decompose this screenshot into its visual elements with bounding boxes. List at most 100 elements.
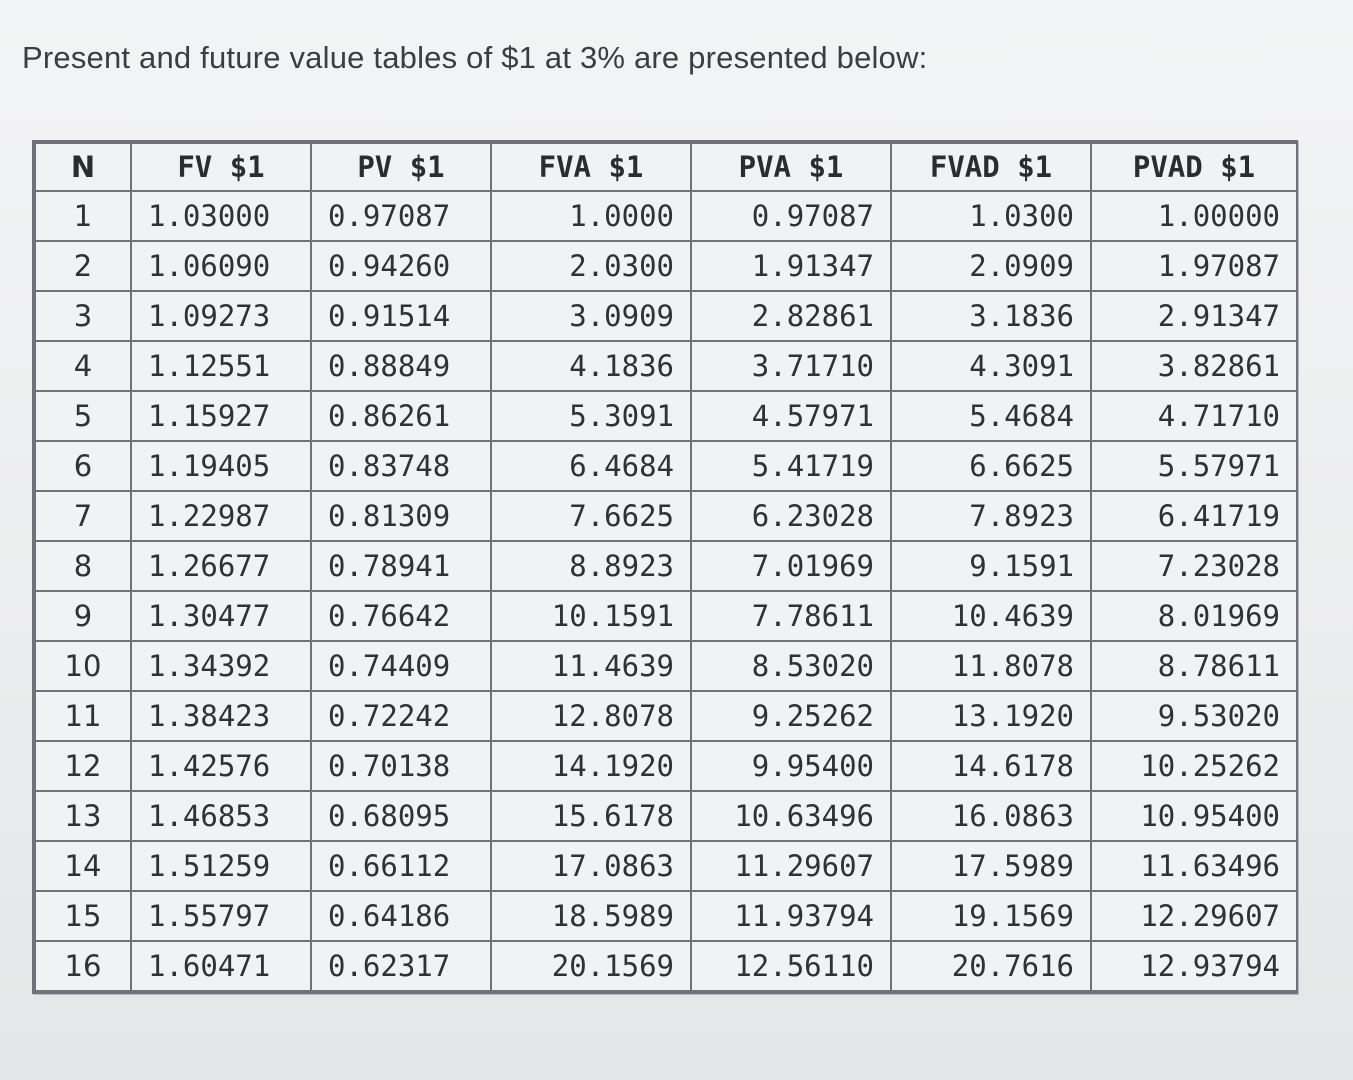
cell-pv: 0.70138: [310, 740, 492, 792]
cell-pvad: 3.82861: [1090, 340, 1298, 392]
cell-n: 9: [34, 590, 132, 642]
cell-pva: 11.93794: [690, 890, 892, 942]
cell-pva: 11.29607: [690, 840, 892, 892]
intro-text: Present and future value tables of $1 at…: [22, 40, 928, 75]
cell-fv: 1.09273: [130, 290, 312, 342]
cell-pv: 0.74409: [310, 640, 492, 692]
cell-pvad: 12.93794: [1090, 940, 1298, 992]
table-row: 13 1.46853 0.68095 15.6178 10.63496 16.0863 10…: [34, 790, 1298, 842]
table-row: 7 1.22987 0.81309 7.6625 6.23028 7.8923 6.4171…: [34, 490, 1298, 542]
cell-fvad: 17.5989: [890, 840, 1092, 892]
cell-pva: 1.91347: [690, 240, 892, 292]
table-row: 5 1.15927 0.86261 5.3091 4.57971 5.4684 4.7171…: [34, 390, 1298, 442]
header-pv: PV $1: [310, 142, 492, 192]
cell-pva: 6.23028: [690, 490, 892, 542]
cell-pvad: 10.95400: [1090, 790, 1298, 842]
cell-pvad: 8.78611: [1090, 640, 1298, 692]
cell-fva: 3.0909: [490, 290, 692, 342]
cell-n: 8: [34, 540, 132, 592]
value-table-container: N FV $1 PV $1 FVA $1 PVA $1 FVAD $1 PVAD…: [32, 140, 1298, 994]
cell-fvad: 5.4684: [890, 390, 1092, 442]
cell-pvad: 9.53020: [1090, 690, 1298, 742]
cell-fvad: 20.7616: [890, 940, 1092, 992]
cell-pv: 0.64186: [310, 890, 492, 942]
table-row: 1 1.03000 0.97087 1.0000 0.97087 1.0300 1.0000…: [34, 190, 1298, 242]
cell-fvad: 19.1569: [890, 890, 1092, 942]
cell-pva: 2.82861: [690, 290, 892, 342]
cell-pv: 0.86261: [310, 390, 492, 442]
cell-fva: 20.1569: [490, 940, 692, 992]
header-pva: PVA $1: [690, 142, 892, 192]
cell-pvad: 10.25262: [1090, 740, 1298, 792]
cell-fvad: 13.1920: [890, 690, 1092, 742]
cell-pv: 0.97087: [310, 190, 492, 242]
cell-pva: 7.78611: [690, 590, 892, 642]
cell-pv: 0.76642: [310, 590, 492, 642]
cell-pv: 0.62317: [310, 940, 492, 992]
cell-fva: 4.1836: [490, 340, 692, 392]
cell-pva: 9.25262: [690, 690, 892, 742]
cell-fva: 18.5989: [490, 890, 692, 942]
cell-pva: 7.01969: [690, 540, 892, 592]
cell-fvad: 10.4639: [890, 590, 1092, 642]
cell-pv: 0.81309: [310, 490, 492, 542]
cell-fvad: 4.3091: [890, 340, 1092, 392]
cell-n: 16: [34, 940, 132, 992]
cell-pvad: 7.23028: [1090, 540, 1298, 592]
table-row: 6 1.19405 0.83748 6.4684 5.41719 6.6625 5.5797…: [34, 440, 1298, 492]
cell-fva: 15.6178: [490, 790, 692, 842]
cell-fvad: 14.6178: [890, 740, 1092, 792]
cell-fv: 1.55797: [130, 890, 312, 942]
table-row: 8 1.26677 0.78941 8.8923 7.01969 9.1591 7.2302…: [34, 540, 1298, 592]
cell-pva: 12.56110: [690, 940, 892, 992]
cell-pva: 5.41719: [690, 440, 892, 492]
cell-pv: 0.68095: [310, 790, 492, 842]
cell-fv: 1.60471: [130, 940, 312, 992]
table-row: 16 1.60471 0.62317 20.1569 12.56110 20.7616 12…: [34, 940, 1298, 992]
cell-fv: 1.34392: [130, 640, 312, 692]
cell-n: 5: [34, 390, 132, 442]
cell-pvad: 12.29607: [1090, 890, 1298, 942]
cell-pv: 0.72242: [310, 690, 492, 742]
cell-pvad: 2.91347: [1090, 290, 1298, 342]
table-row: 3 1.09273 0.91514 3.0909 2.82861 3.1836 2.9134…: [34, 290, 1298, 342]
cell-pv: 0.88849: [310, 340, 492, 392]
cell-pvad: 1.97087: [1090, 240, 1298, 292]
present-future-value-table: N FV $1 PV $1 FVA $1 PVA $1 FVAD $1 PVAD…: [34, 142, 1298, 992]
cell-n: 12: [34, 740, 132, 792]
cell-fv: 1.42576: [130, 740, 312, 792]
cell-pva: 10.63496: [690, 790, 892, 842]
cell-pv: 0.94260: [310, 240, 492, 292]
cell-pva: 4.57971: [690, 390, 892, 442]
cell-n: 15: [34, 890, 132, 942]
cell-pvad: 6.41719: [1090, 490, 1298, 542]
cell-fv: 1.15927: [130, 390, 312, 442]
cell-n: 6: [34, 440, 132, 492]
cell-fv: 1.03000: [130, 190, 312, 242]
table-row: 2 1.06090 0.94260 2.0300 1.91347 2.0909 1.9708…: [34, 240, 1298, 292]
cell-pva: 8.53020: [690, 640, 892, 692]
cell-fv: 1.51259: [130, 840, 312, 892]
cell-fvad: 11.8078: [890, 640, 1092, 692]
table-row: 9 1.30477 0.76642 10.1591 7.78611 10.4639 8.01…: [34, 590, 1298, 642]
cell-fvad: 1.0300: [890, 190, 1092, 242]
cell-fva: 5.3091: [490, 390, 692, 442]
cell-fv: 1.22987: [130, 490, 312, 542]
cell-pv: 0.66112: [310, 840, 492, 892]
cell-fv: 1.26677: [130, 540, 312, 592]
header-fvad: FVAD $1: [890, 142, 1092, 192]
table-body: 1 1.03000 0.97087 1.0000 0.97087 1.0300 1.0000…: [34, 190, 1298, 992]
cell-pv: 0.78941: [310, 540, 492, 592]
cell-fva: 17.0863: [490, 840, 692, 892]
cell-fva: 12.8078: [490, 690, 692, 742]
cell-fv: 1.38423: [130, 690, 312, 742]
header-fva: FVA $1: [490, 142, 692, 192]
cell-fv: 1.30477: [130, 590, 312, 642]
cell-pvad: 11.63496: [1090, 840, 1298, 892]
cell-pvad: 4.71710: [1090, 390, 1298, 442]
table-row: 4 1.12551 0.88849 4.1836 3.71710 4.3091 3.8286…: [34, 340, 1298, 392]
cell-n: 7: [34, 490, 132, 542]
cell-pv: 0.83748: [310, 440, 492, 492]
cell-pva: 0.97087: [690, 190, 892, 242]
